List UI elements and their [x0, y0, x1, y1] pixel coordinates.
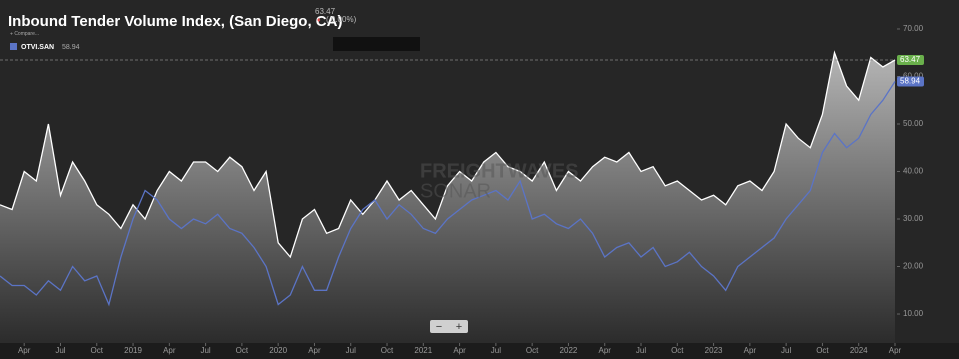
x-tick-label: 2019 [124, 346, 142, 355]
x-tick-label: Oct [381, 346, 394, 355]
x-tick-label: Apr [308, 346, 321, 355]
watermark: FREIGHTWAVES [420, 160, 579, 182]
x-tick-label: Jul [636, 346, 646, 355]
area [0, 52, 895, 343]
x-tick-label: 2023 [705, 346, 723, 355]
y-tick-label: 50.00 [903, 119, 924, 128]
x-tick-label: Jul [781, 346, 791, 355]
series-line [0, 81, 896, 307]
zoom-bg [430, 320, 468, 333]
x-tick-label: Jul [346, 346, 356, 355]
hidden-box [333, 37, 420, 51]
x-tick-label: Apr [889, 346, 902, 355]
x-tick-label: Jul [491, 346, 501, 355]
last-value: 63.47 [315, 7, 336, 16]
legend-value: 58.94 [62, 44, 80, 51]
y-tick-label: 20.00 [903, 262, 924, 271]
value-badge-label: 63.47 [900, 55, 921, 64]
x-tick-label: Jul [200, 346, 210, 355]
y-tick-label: 40.00 [903, 167, 924, 176]
x-tick-label: Oct [526, 346, 539, 355]
y-tick-label: 10.00 [903, 309, 924, 318]
value-badge [897, 76, 924, 87]
compare-text[interactable]: Compare... [14, 31, 39, 37]
zoom-controls[interactable]: − + [430, 320, 468, 333]
x-tick-label: Jul [55, 346, 65, 355]
x-tick-label: 2020 [269, 346, 287, 355]
value-badge-label: 58.94 [900, 77, 921, 86]
series-line [0, 50, 896, 259]
x-tick-label: Apr [599, 346, 612, 355]
y-tick-label: 70.00 [903, 24, 924, 33]
zoom-in[interactable]: + [456, 321, 462, 333]
x-tick-label: Oct [91, 346, 104, 355]
zoom-out[interactable]: − [436, 321, 442, 333]
x-axis-bar [0, 343, 959, 359]
x-tick-label: Apr [18, 346, 31, 355]
y-tick-label: 30.00 [903, 214, 924, 223]
x-tick-label: 2024 [850, 346, 868, 355]
x-tick-label: Apr [453, 346, 466, 355]
y-tick-label: 60.00 [903, 72, 924, 81]
x-tick-label: Apr [744, 346, 757, 355]
legend-swatch [10, 43, 17, 50]
change-label: ( 0.00%) [326, 15, 357, 24]
x-tick-label: Oct [236, 346, 249, 355]
x-tick-label: Apr [163, 346, 176, 355]
watermark: SONAR [420, 180, 491, 202]
compare-link[interactable]: + Compare... [10, 31, 39, 37]
x-tick-label: Oct [816, 346, 829, 355]
x-tick-label: 2021 [414, 346, 432, 355]
legend-label: OTVI.SAN [21, 44, 54, 51]
x-tick-label: Oct [671, 346, 684, 355]
chart-title: Inbound Tender Volume Index, (San Diego,… [8, 13, 342, 30]
change-arrow: ♦ [317, 17, 321, 24]
value-badge [897, 55, 924, 66]
x-tick-label: 2022 [560, 346, 578, 355]
